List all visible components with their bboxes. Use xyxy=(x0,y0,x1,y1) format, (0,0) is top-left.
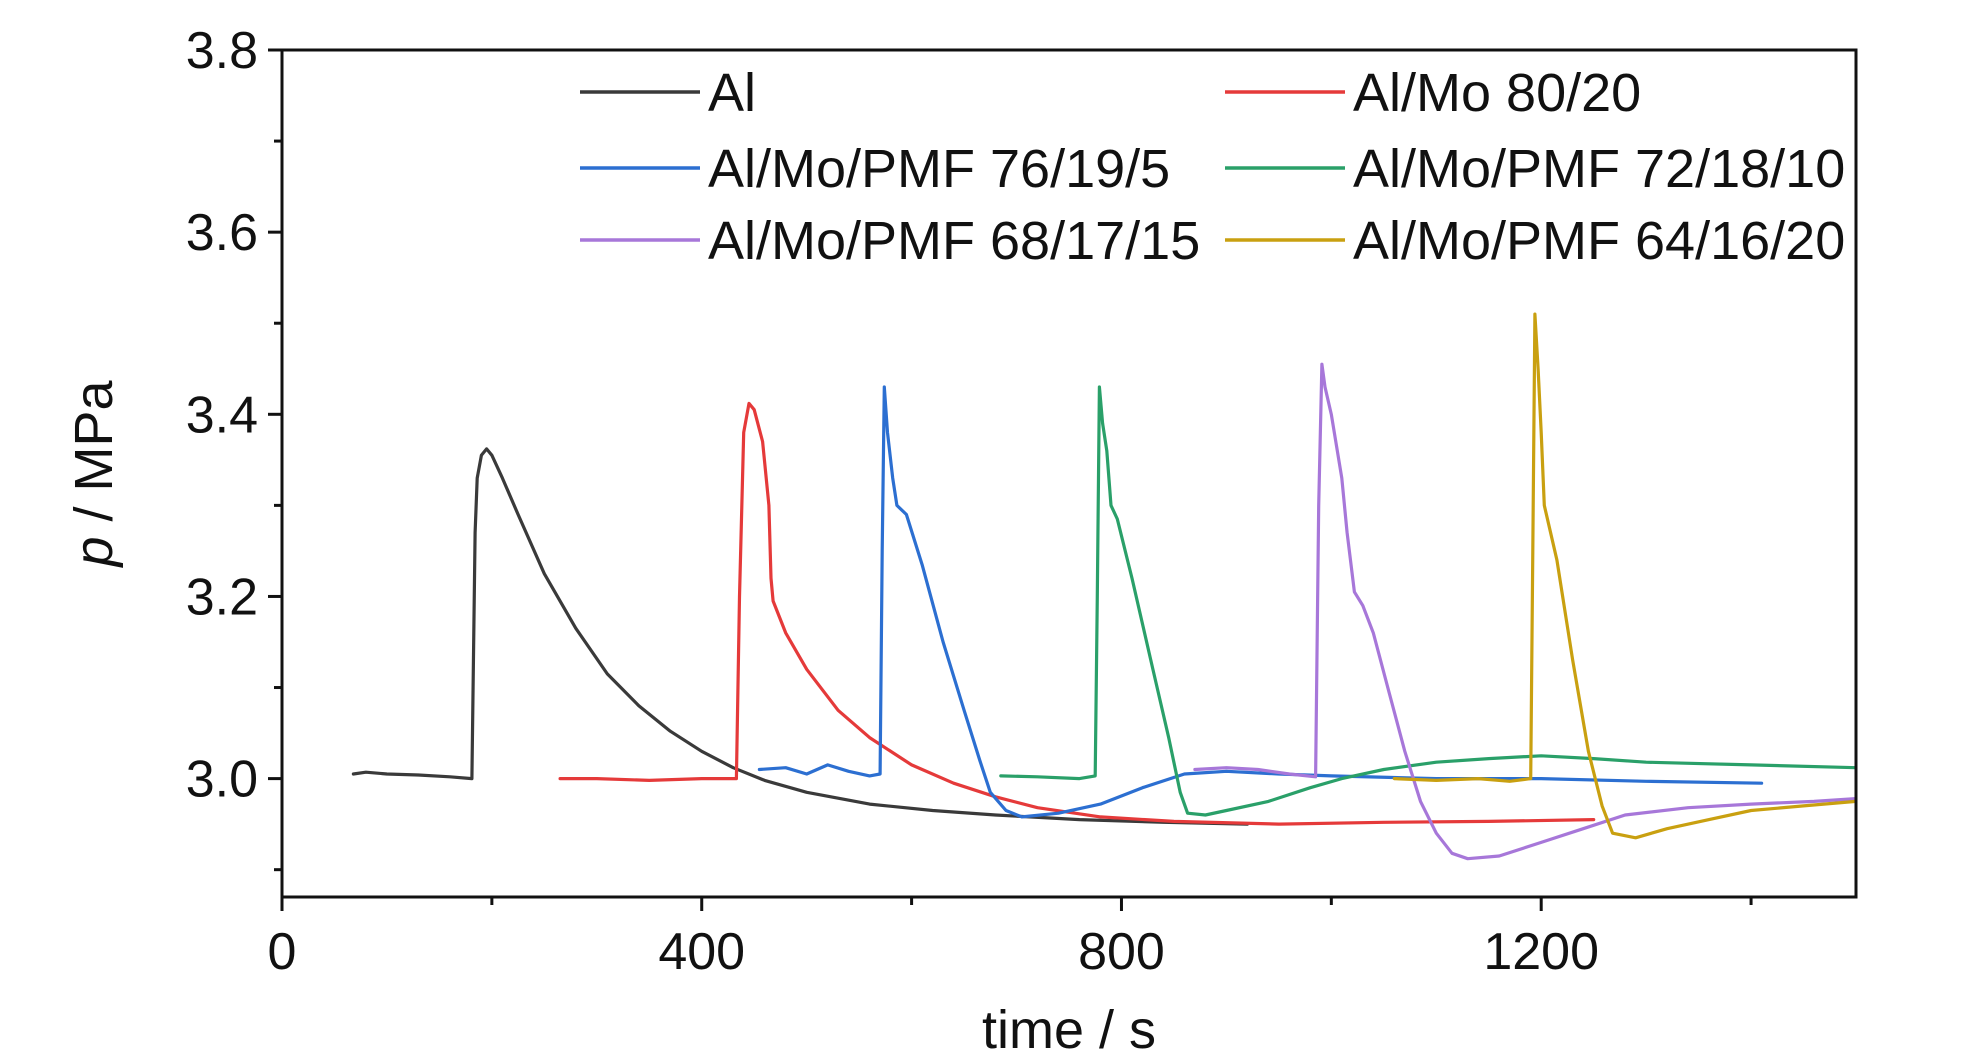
y-axis-title-unit: / MPa xyxy=(64,379,124,536)
y-tick-label: 3.2 xyxy=(186,568,258,626)
series-line-2 xyxy=(757,385,1764,819)
series-line-4 xyxy=(1193,362,1856,861)
legend: Al Al/Mo 80/20 Al/Mo/PMF 76/19/5 Al/Mo/PMF … xyxy=(580,63,1845,271)
legend-label-2: Al/Mo/PMF 76/19/5 xyxy=(708,139,1170,199)
x-tick-label: 1200 xyxy=(1483,923,1599,981)
y-axis-title: p / MPa xyxy=(64,379,124,568)
series-line-1 xyxy=(558,401,1596,826)
legend-label-5: Al/Mo/PMF 64/16/20 xyxy=(1353,211,1845,271)
plot-lines xyxy=(351,312,1856,861)
legend-label-0: Al xyxy=(708,63,756,123)
x-tick-label: 800 xyxy=(1078,923,1165,981)
legend-label-4: Al/Mo/PMF 68/17/15 xyxy=(708,211,1200,271)
y-tick-label: 3.0 xyxy=(186,751,258,809)
legend-label-1: Al/Mo 80/20 xyxy=(1353,63,1641,123)
y-axis-title-symbol: p xyxy=(64,537,124,569)
y-tick-label: 3.6 xyxy=(186,204,258,262)
series-line-3 xyxy=(999,385,1856,817)
x-tick-label: 400 xyxy=(658,923,745,981)
plot-frame xyxy=(280,48,1858,899)
y-tick-label: 3.4 xyxy=(186,386,258,444)
y-tick-label: 3.8 xyxy=(186,22,258,80)
x-tick-label: 0 xyxy=(268,923,297,981)
legend-label-3: Al/Mo/PMF 72/18/10 xyxy=(1353,139,1845,199)
series-line-5 xyxy=(1392,312,1856,840)
x-axis-title: time / s xyxy=(982,1000,1156,1060)
axis-ticks: 0 400 800 1200 3.0 3.2 3.4 3.6 3.8 xyxy=(186,22,1753,981)
series-line-0 xyxy=(351,447,1249,826)
